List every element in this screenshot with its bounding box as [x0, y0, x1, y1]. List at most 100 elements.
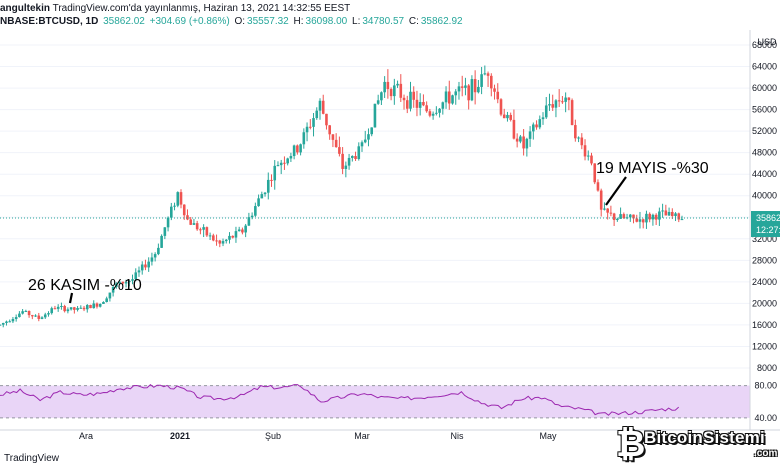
candle[interactable] — [525, 137, 529, 157]
candle[interactable] — [586, 150, 590, 161]
candle[interactable] — [56, 304, 60, 312]
candle[interactable] — [580, 133, 584, 150]
candle[interactable] — [577, 136, 580, 143]
candle[interactable] — [428, 108, 432, 118]
candle[interactable] — [393, 78, 396, 105]
candle[interactable] — [538, 115, 542, 130]
candle[interactable] — [247, 212, 251, 227]
candle[interactable] — [212, 233, 215, 242]
candle[interactable] — [671, 208, 674, 220]
candle[interactable] — [418, 93, 422, 116]
tradingview-brand[interactable]: TradingView — [4, 453, 60, 464]
candle[interactable] — [561, 96, 564, 104]
symbol-label[interactable]: NBASE:BTCUSD, 1D — [0, 16, 99, 27]
candle[interactable] — [341, 147, 344, 175]
candle[interactable] — [215, 234, 218, 246]
candle[interactable] — [544, 96, 548, 119]
candle[interactable] — [153, 252, 157, 262]
candle[interactable] — [47, 311, 50, 317]
candle[interactable] — [338, 136, 341, 157]
candle[interactable] — [502, 108, 506, 119]
candle[interactable] — [186, 209, 189, 221]
candle[interactable] — [24, 309, 28, 312]
candle[interactable] — [344, 161, 348, 178]
candle[interactable] — [257, 194, 260, 207]
candle[interactable] — [435, 106, 438, 116]
candle[interactable] — [176, 191, 180, 208]
candle[interactable] — [412, 86, 416, 108]
author-name[interactable]: angultekin — [0, 3, 51, 14]
candle[interactable] — [179, 189, 183, 209]
candle[interactable] — [447, 80, 451, 110]
candle[interactable] — [296, 144, 299, 155]
candle[interactable] — [334, 133, 338, 148]
candle[interactable] — [321, 94, 325, 115]
candle[interactable] — [102, 301, 105, 304]
candle[interactable] — [470, 75, 474, 102]
candle[interactable] — [134, 268, 138, 282]
candle[interactable] — [396, 80, 399, 88]
candle[interactable] — [302, 128, 306, 149]
candle[interactable] — [192, 218, 196, 225]
candle[interactable] — [551, 94, 555, 111]
candle[interactable] — [131, 274, 134, 285]
candle[interactable] — [512, 109, 516, 140]
candle[interactable] — [661, 203, 664, 218]
candle[interactable] — [370, 127, 374, 137]
candle[interactable] — [189, 217, 193, 226]
candle[interactable] — [18, 311, 21, 318]
candle[interactable] — [8, 319, 11, 323]
candle[interactable] — [376, 94, 380, 105]
candle[interactable] — [425, 101, 428, 113]
candle[interactable] — [318, 98, 322, 120]
candle[interactable] — [299, 143, 302, 156]
candle[interactable] — [292, 144, 296, 160]
candle[interactable] — [499, 98, 503, 117]
candle[interactable] — [266, 172, 270, 200]
candle[interactable] — [254, 202, 257, 218]
candle[interactable] — [367, 128, 370, 147]
candle[interactable] — [231, 235, 235, 239]
candle[interactable] — [632, 214, 635, 224]
candle[interactable] — [460, 75, 464, 97]
candle[interactable] — [616, 217, 619, 222]
candle[interactable] — [221, 238, 225, 247]
candle[interactable] — [218, 239, 222, 248]
candle[interactable] — [383, 76, 386, 98]
candle[interactable] — [237, 226, 241, 232]
candle[interactable] — [305, 122, 309, 142]
candle[interactable] — [451, 94, 454, 105]
time-axis[interactable]: Ara 2021 Şub Mar Nis May Tem — [0, 429, 780, 441]
candle[interactable] — [173, 202, 176, 211]
candle[interactable] — [422, 94, 425, 107]
candle[interactable] — [438, 108, 441, 118]
candle[interactable] — [515, 133, 519, 148]
candle[interactable] — [14, 314, 18, 322]
candle[interactable] — [37, 312, 41, 322]
candle[interactable] — [441, 101, 445, 115]
candle[interactable] — [260, 191, 264, 199]
candle[interactable] — [273, 160, 277, 190]
candle[interactable] — [5, 320, 8, 326]
candle[interactable] — [325, 113, 328, 130]
candle[interactable] — [182, 204, 186, 220]
candle[interactable] — [641, 218, 645, 229]
candle[interactable] — [43, 312, 47, 319]
candle[interactable] — [619, 207, 622, 219]
candle[interactable] — [11, 316, 15, 324]
candle[interactable] — [270, 174, 273, 187]
candle[interactable] — [667, 207, 671, 216]
candle[interactable] — [328, 124, 331, 140]
candle[interactable] — [244, 223, 247, 238]
candle[interactable] — [108, 292, 112, 302]
candle[interactable] — [283, 156, 286, 170]
candle[interactable] — [202, 224, 205, 238]
candle[interactable] — [21, 309, 24, 315]
candle[interactable] — [493, 84, 496, 100]
candle[interactable] — [263, 191, 267, 197]
candle[interactable] — [170, 202, 173, 221]
candle[interactable] — [1, 322, 5, 328]
candle[interactable] — [360, 140, 364, 152]
